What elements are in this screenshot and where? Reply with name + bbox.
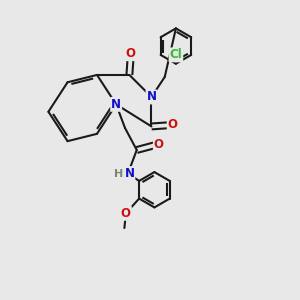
Text: N: N [124,167,134,180]
Text: O: O [168,118,178,131]
Text: N: N [146,91,157,103]
Text: Cl: Cl [169,48,182,62]
Text: O: O [154,138,164,151]
Text: N: N [111,98,121,111]
Text: O: O [121,207,131,220]
Text: H: H [115,169,124,178]
Text: O: O [126,47,136,60]
